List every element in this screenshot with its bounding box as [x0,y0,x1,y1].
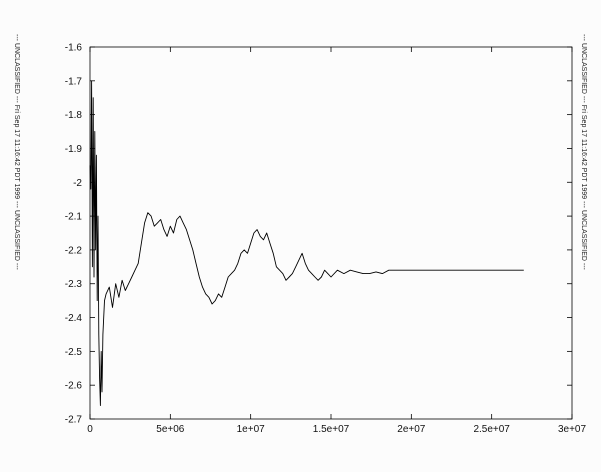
y-tick-label: -2.6 [65,381,83,392]
tick-labels: 0 5e+06 1e+07 1.5e+07 2e+07 2.5e+07 3e+07 -1.6 -… [65,43,587,436]
x-tick-label: 1e+07 [237,424,266,435]
x-tick-label: 0 [87,424,93,435]
y-tick-label: -2.5 [65,347,83,358]
x-tick-label: 2e+07 [397,424,426,435]
x-tick-label: 3e+07 [558,424,587,435]
plot-border [89,46,573,420]
y-tick-label: -2.2 [65,245,83,256]
tick-marks [89,46,573,420]
y-tick-label: -2.4 [65,313,83,324]
y-tick-label: -2.3 [65,279,83,290]
y-tick-label: -1.9 [65,144,83,155]
y-tick-label: -2.7 [65,415,83,426]
series-line [89,80,524,406]
plot-frame [89,46,573,420]
series-group [89,80,524,406]
y-tick-label: -1.8 [65,110,83,121]
x-tick-label: 2.5e+07 [473,424,510,435]
x-tick-label: 1.5e+07 [313,424,350,435]
y-tick-label: -1.6 [65,43,83,54]
y-tick-label: -1.7 [65,76,83,87]
x-tick-label: 5e+06 [156,424,185,435]
y-tick-label: -2 [73,178,82,189]
y-tick-label: -2.1 [65,212,83,223]
